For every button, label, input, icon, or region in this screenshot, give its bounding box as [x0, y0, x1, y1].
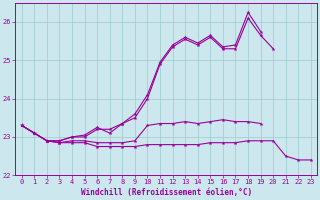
X-axis label: Windchill (Refroidissement éolien,°C): Windchill (Refroidissement éolien,°C) — [81, 188, 252, 197]
